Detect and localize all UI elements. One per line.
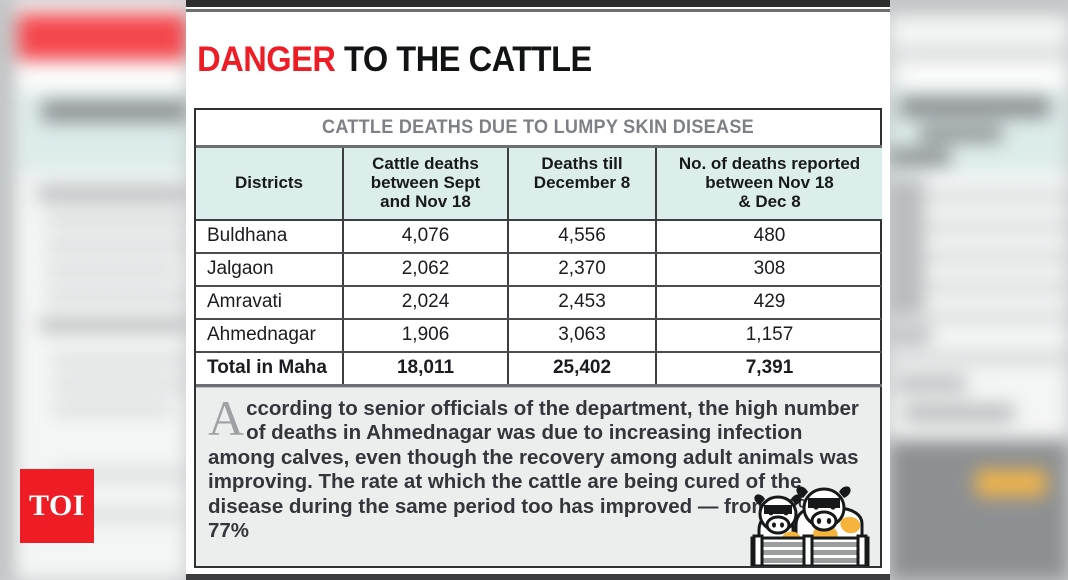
two-cows-behind-fence-icon [750,486,870,566]
table-row: Jalgaon 2,062 2,370 308 [196,252,882,287]
cattle-deaths-table: Districts Cattle deaths between Sept and… [196,144,882,387]
cell-till-dec8: 2,370 [507,252,656,287]
cell-till-dec8: 3,063 [507,318,656,353]
table-panel: CATTLE DEATHS DUE TO LUMPY SKIN DISEASE … [194,107,882,568]
cell-till-dec8: 4,556 [507,219,656,254]
cell-nov18-dec8: 480 [655,219,882,254]
toi-logo-text: TOI [29,489,85,522]
note-body: ccording to senior officials of the depa… [208,396,859,543]
page-title: DANGER TO THE CATTLE [186,35,841,84]
table-body: Buldhana 4,076 4,556 480 Jalgaon 2,062 2… [196,219,882,387]
cell-sept-nov18: 18,011 [342,351,508,387]
bottom-rule [186,574,890,580]
toi-logo: TOI [20,469,94,543]
cell-district: Amravati [196,285,343,320]
top-rule-thin [186,9,890,12]
cell-nov18-dec8: 429 [655,285,882,320]
table-row-total: Total in Maha 18,011 25,402 7,391 [196,351,882,387]
column-header-districts: Districts [196,144,343,221]
cell-district: Ahmednagar [196,318,343,353]
cell-district: Total in Maha [196,351,343,387]
title-highlight: DANGER [197,40,336,80]
table-row: Ahmednagar 1,906 3,063 1,157 [196,318,882,353]
table-row: Buldhana 4,076 4,556 480 [196,219,882,254]
cell-sept-nov18: 4,076 [342,219,508,254]
table-header: Districts Cattle deaths between Sept and… [196,144,882,221]
note-dropcap: A [208,389,245,446]
column-header-sept-nov18: Cattle deaths between Sept and Nov 18 [342,144,508,221]
cell-till-dec8: 2,453 [507,285,656,320]
column-header-nov18-dec8: No. of deaths reported between Nov 18 & … [655,144,882,221]
table-row: Amravati 2,024 2,453 429 [196,285,882,320]
cell-nov18-dec8: 7,391 [655,351,882,387]
blurred-left-column [0,0,186,580]
cell-nov18-dec8: 1,157 [655,318,882,353]
blurred-right-column [890,0,1068,580]
title-rest: TO THE CATTLE [335,40,592,80]
cell-sept-nov18: 2,062 [342,252,508,287]
column-header-till-dec8: Deaths till December 8 [507,144,656,221]
top-rule-thick [186,0,890,9]
table-subtitle: CATTLE DEATHS DUE TO LUMPY SKIN DISEASE [321,116,754,138]
infographic-card: DANGER TO THE CATTLE CATTLE DEATHS DUE T… [186,0,890,580]
cell-till-dec8: 25,402 [507,351,656,387]
cell-nov18-dec8: 308 [655,252,882,287]
table-header-row: Districts Cattle deaths between Sept and… [196,144,882,221]
cell-district: Jalgaon [196,252,343,287]
cell-sept-nov18: 2,024 [342,285,508,320]
cell-district: Buldhana [196,219,343,254]
cell-sept-nov18: 1,906 [342,318,508,353]
